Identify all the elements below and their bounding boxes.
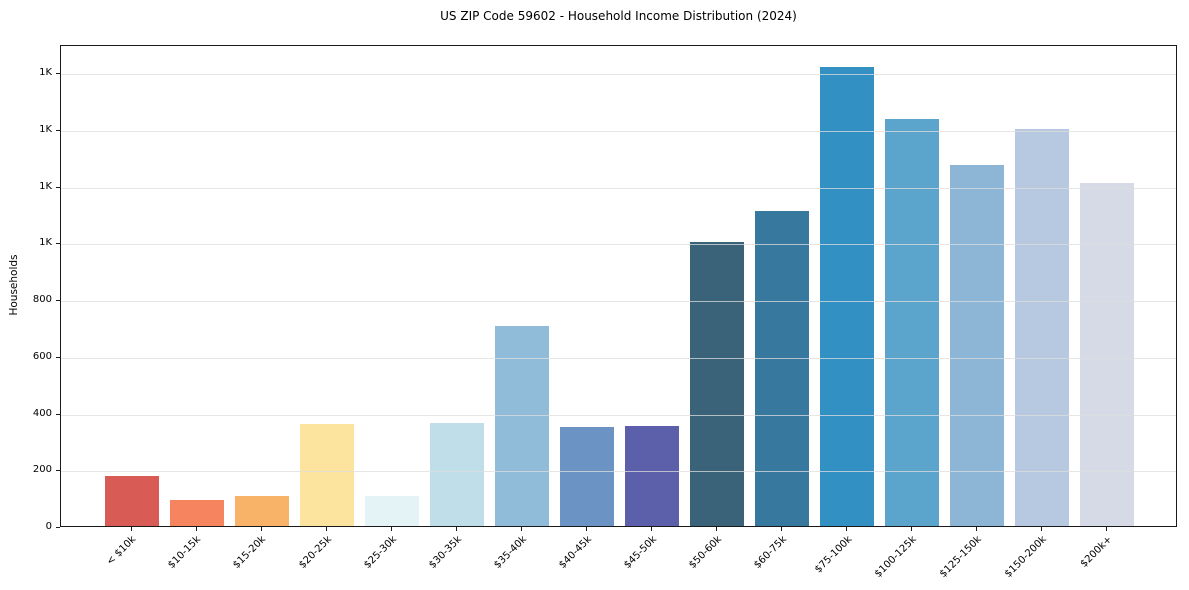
- y-tick-mark: [56, 73, 60, 75]
- gridline: [61, 244, 1176, 246]
- bar-$60-75k: [755, 211, 810, 526]
- y-tick-label: 1K: [39, 237, 52, 249]
- gridline: [61, 301, 1176, 303]
- x-tick-label: $40-45k: [556, 534, 594, 571]
- x-tick-mark: [455, 527, 457, 531]
- x-tick-label: $60-75k: [752, 534, 789, 571]
- bar-$20-25k: [299, 423, 354, 526]
- y-tick-label: 600: [32, 350, 52, 362]
- x-tick-label: $150-200k: [1003, 534, 1050, 580]
- y-tick-label: 200: [32, 464, 52, 476]
- y-tick-label: 1K: [39, 67, 52, 79]
- bar-$45-50k: [625, 426, 680, 526]
- x-tick-mark: [325, 527, 327, 531]
- bar-< $10k: [104, 476, 159, 526]
- x-axis-labels: < $10k $10-15k $15-20k $20-25k $25-30k $30-35…: [60, 534, 1177, 590]
- y-tick-mark: [56, 130, 60, 132]
- y-tick-label: 400: [32, 407, 52, 419]
- bar-$150-200k: [1015, 129, 1070, 526]
- x-tick-label: $25-30k: [361, 534, 399, 571]
- x-tick-label: $75-100k: [812, 534, 854, 576]
- bar-$125-150k: [950, 164, 1005, 526]
- gridline: [61, 357, 1176, 359]
- x-tick-label: $10-15k: [166, 534, 204, 571]
- x-tick-label: < $10k: [104, 534, 139, 568]
- x-tick-label: $200k+: [1078, 534, 1115, 570]
- x-tick-label: $100-125k: [873, 534, 920, 580]
- y-tick-mark: [56, 300, 60, 302]
- gridline: [61, 74, 1176, 76]
- bar-$10-15k: [169, 500, 224, 526]
- x-tick-mark: [651, 527, 653, 531]
- x-tick-mark: [781, 527, 783, 531]
- x-tick-label: $15-20k: [231, 534, 269, 571]
- bar-$100-125k: [885, 119, 940, 526]
- x-tick-mark: [846, 527, 848, 531]
- y-tick-mark: [56, 413, 60, 415]
- y-tick-mark: [56, 470, 60, 472]
- x-tick-mark: [1106, 527, 1108, 531]
- x-tick-mark: [195, 527, 197, 531]
- y-tick-mark: [56, 527, 60, 528]
- x-tick-label: $20-25k: [296, 534, 334, 571]
- chart-title: US ZIP Code 59602 - Household Income Dis…: [440, 9, 797, 23]
- x-tick-label: $30-35k: [426, 534, 464, 571]
- x-tick-label: $125-150k: [938, 534, 985, 580]
- bar-$35-40k: [494, 326, 549, 526]
- bar-$75-100k: [820, 66, 875, 526]
- x-tick-mark: [911, 527, 913, 531]
- x-tick-mark: [585, 527, 587, 531]
- gridline: [61, 187, 1176, 189]
- bar-$50-60k: [690, 242, 745, 526]
- y-tick-label: 800: [32, 294, 52, 306]
- x-tick-mark: [520, 527, 522, 531]
- y-tick-label: 1K: [39, 124, 52, 136]
- bar-$40-45k: [559, 426, 614, 526]
- gridline: [61, 471, 1176, 473]
- x-tick-mark: [976, 527, 978, 531]
- plot-area: [60, 45, 1177, 527]
- y-tick-mark: [56, 356, 60, 358]
- y-tick-mark: [56, 243, 60, 245]
- x-tick-mark: [260, 527, 262, 531]
- x-tick-mark: [716, 527, 718, 531]
- y-tick-mark: [56, 186, 60, 188]
- gridline: [61, 414, 1176, 416]
- y-tick-label: 0: [45, 521, 52, 532]
- x-tick-label: $45-50k: [621, 534, 659, 571]
- x-tick-mark: [130, 527, 132, 531]
- y-axis-label: Households: [8, 254, 20, 316]
- y-tick-label: 1K: [39, 180, 52, 192]
- gridline: [61, 131, 1176, 133]
- bar-$15-20k: [234, 496, 289, 526]
- bar-$200k+: [1080, 182, 1135, 526]
- x-tick-label: $35-40k: [491, 534, 529, 571]
- x-tick-mark: [390, 527, 392, 531]
- x-tick-label: $50-60k: [686, 534, 724, 571]
- bar-$30-35k: [429, 422, 484, 526]
- x-tick-mark: [1041, 527, 1043, 531]
- bar-$25-30k: [364, 496, 419, 526]
